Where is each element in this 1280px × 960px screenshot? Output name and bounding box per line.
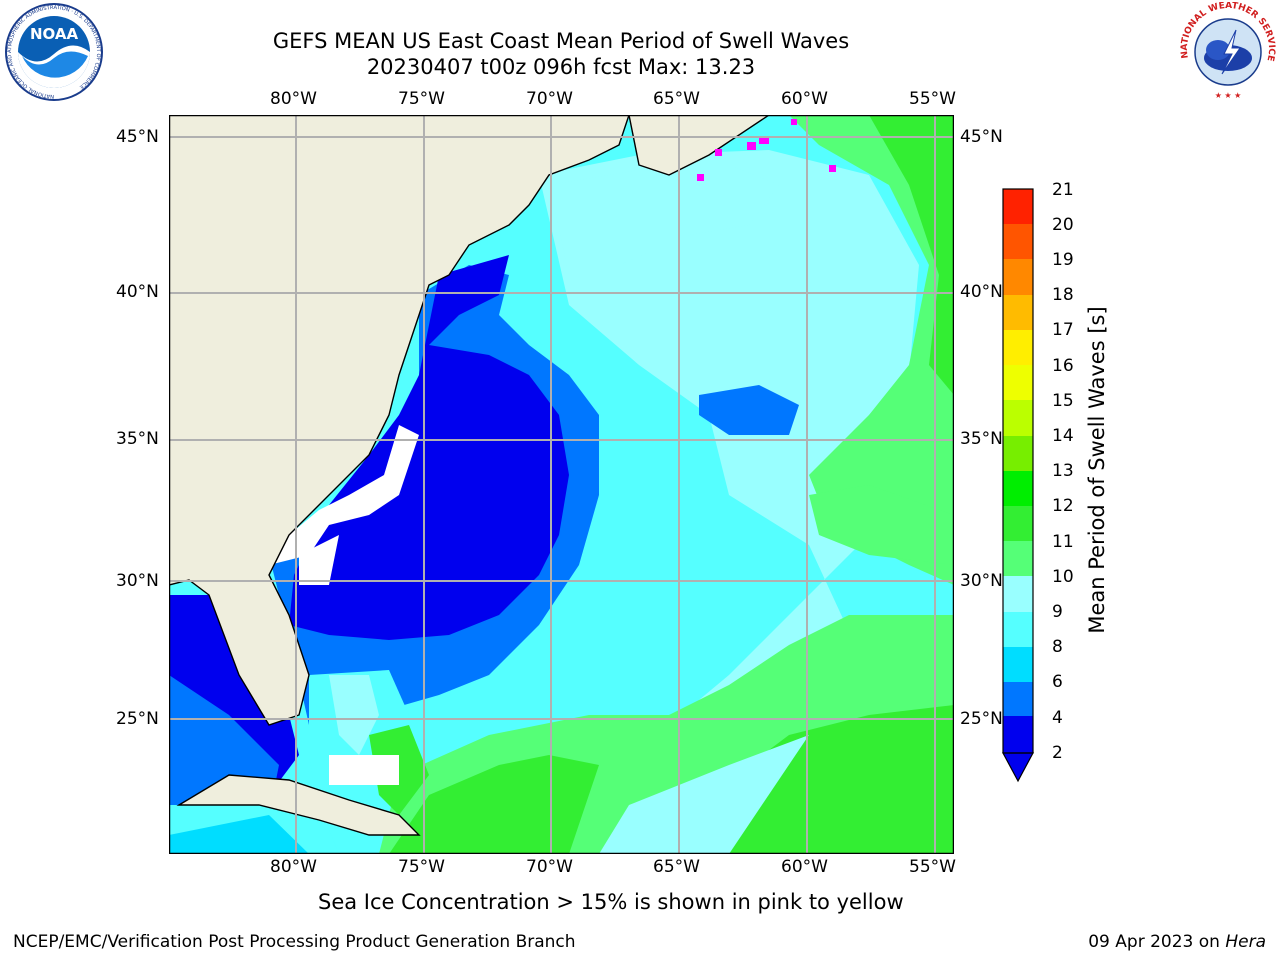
lat-label-left: 45°N bbox=[116, 127, 159, 147]
land-nova-scotia bbox=[628, 115, 771, 176]
lat-label-left: 25°N bbox=[116, 709, 159, 729]
lon-label-bottom: 70°W bbox=[526, 857, 573, 877]
lon-label-bottom: 60°W bbox=[781, 857, 828, 877]
colorbar-tick-label: 10 bbox=[1052, 567, 1074, 587]
colorbar-tick-label: 13 bbox=[1052, 461, 1074, 481]
footer-credit: NCEP/EMC/Verification Post Processing Pr… bbox=[13, 932, 576, 952]
lon-label-bottom: 55°W bbox=[909, 857, 956, 877]
colorbar-extend-arrow bbox=[1002, 752, 1035, 783]
colorbar-tick-label: 14 bbox=[1052, 426, 1074, 446]
lat-label-right: 25°N bbox=[960, 709, 1003, 729]
footer-date-text: 09 Apr 2023 on bbox=[1088, 932, 1226, 952]
lat-label-right: 35°N bbox=[960, 429, 1003, 449]
lat-label-left: 35°N bbox=[116, 429, 159, 449]
lon-label-bottom: 65°W bbox=[653, 857, 700, 877]
colorbar bbox=[1002, 188, 1035, 783]
lat-label-right: 40°N bbox=[960, 282, 1003, 302]
sea-ice-caption: Sea Ice Concentration > 15% is shown in … bbox=[318, 890, 904, 914]
swell-band-2-4s bbox=[289, 255, 569, 640]
noaa-logo-text: NOAA bbox=[30, 25, 79, 43]
sea-ice-points bbox=[697, 119, 836, 181]
nws-logo: NATIONAL WEATHER SERVICE ★ ★ ★ bbox=[1180, 2, 1276, 100]
colorbar-tick-label: 11 bbox=[1052, 532, 1074, 552]
colorbar-title: Mean Period of Swell Waves [s] bbox=[1085, 306, 1109, 634]
colorbar-tick-label: 16 bbox=[1052, 356, 1074, 376]
colorbar-tick-label: 17 bbox=[1052, 320, 1074, 340]
noaa-logo: NOAA NATIONAL OCEANIC AND ATMOSPHERIC AD… bbox=[5, 3, 103, 101]
colorbar-segments bbox=[1003, 189, 1033, 753]
colorbar-tick-label: 21 bbox=[1052, 180, 1074, 200]
lon-label-top: 70°W bbox=[526, 89, 573, 109]
colorbar-tick-label: 2 bbox=[1052, 743, 1063, 763]
map-subtitle: 20230407 t00z 096h fcst Max: 13.23 bbox=[366, 55, 756, 79]
footer-machine: Hera bbox=[1225, 932, 1266, 952]
lon-label-bottom: 80°W bbox=[270, 857, 317, 877]
graticule bbox=[169, 115, 954, 854]
lon-label-top: 55°W bbox=[909, 89, 956, 109]
colorbar-tick-label: 6 bbox=[1052, 672, 1063, 692]
land-north-america bbox=[169, 115, 630, 726]
lat-label-right: 45°N bbox=[960, 127, 1003, 147]
lon-label-top: 60°W bbox=[781, 89, 828, 109]
no-data-area bbox=[269, 425, 419, 565]
colorbar-tick-label: 12 bbox=[1052, 496, 1074, 516]
colorbar-tick-label: 8 bbox=[1052, 637, 1063, 657]
footer-date: 09 Apr 2023 on Hera bbox=[1088, 932, 1266, 952]
colorbar-tick-label: 19 bbox=[1052, 250, 1074, 270]
svg-text:★ ★ ★: ★ ★ ★ bbox=[1215, 91, 1242, 100]
land-cuba bbox=[176, 774, 421, 836]
colorbar-tick-label: 18 bbox=[1052, 285, 1074, 305]
swell-period-map bbox=[169, 115, 954, 854]
lon-label-top: 75°W bbox=[398, 89, 445, 109]
colorbar-tick-label: 4 bbox=[1052, 708, 1063, 728]
colorbar-tick-label: 15 bbox=[1052, 391, 1074, 411]
colorbar-tick-label: 20 bbox=[1052, 215, 1074, 235]
lat-label-left: 30°N bbox=[116, 571, 159, 591]
swell-band-9-11s bbox=[789, 115, 954, 585]
lon-label-top: 80°W bbox=[270, 89, 317, 109]
map-title: GEFS MEAN US East Coast Mean Period of S… bbox=[272, 29, 850, 53]
lat-label-left: 40°N bbox=[116, 282, 159, 302]
lon-label-bottom: 75°W bbox=[398, 857, 445, 877]
lon-label-top: 65°W bbox=[653, 89, 700, 109]
lat-label-right: 30°N bbox=[960, 571, 1003, 591]
colorbar-tick-label: 9 bbox=[1052, 602, 1063, 622]
